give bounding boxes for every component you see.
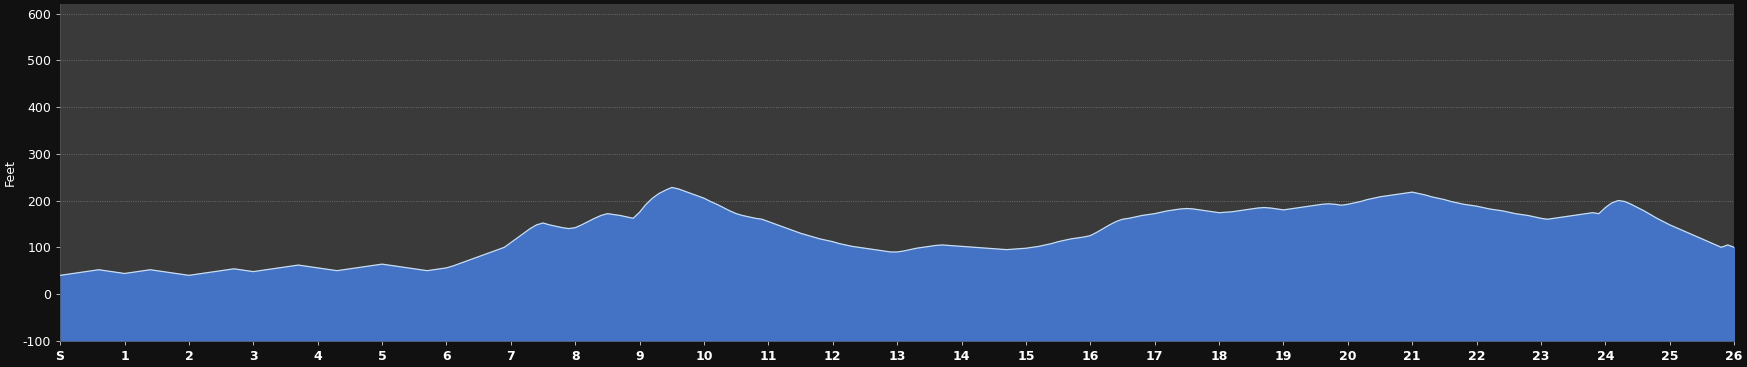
Y-axis label: Feet: Feet: [3, 159, 17, 186]
